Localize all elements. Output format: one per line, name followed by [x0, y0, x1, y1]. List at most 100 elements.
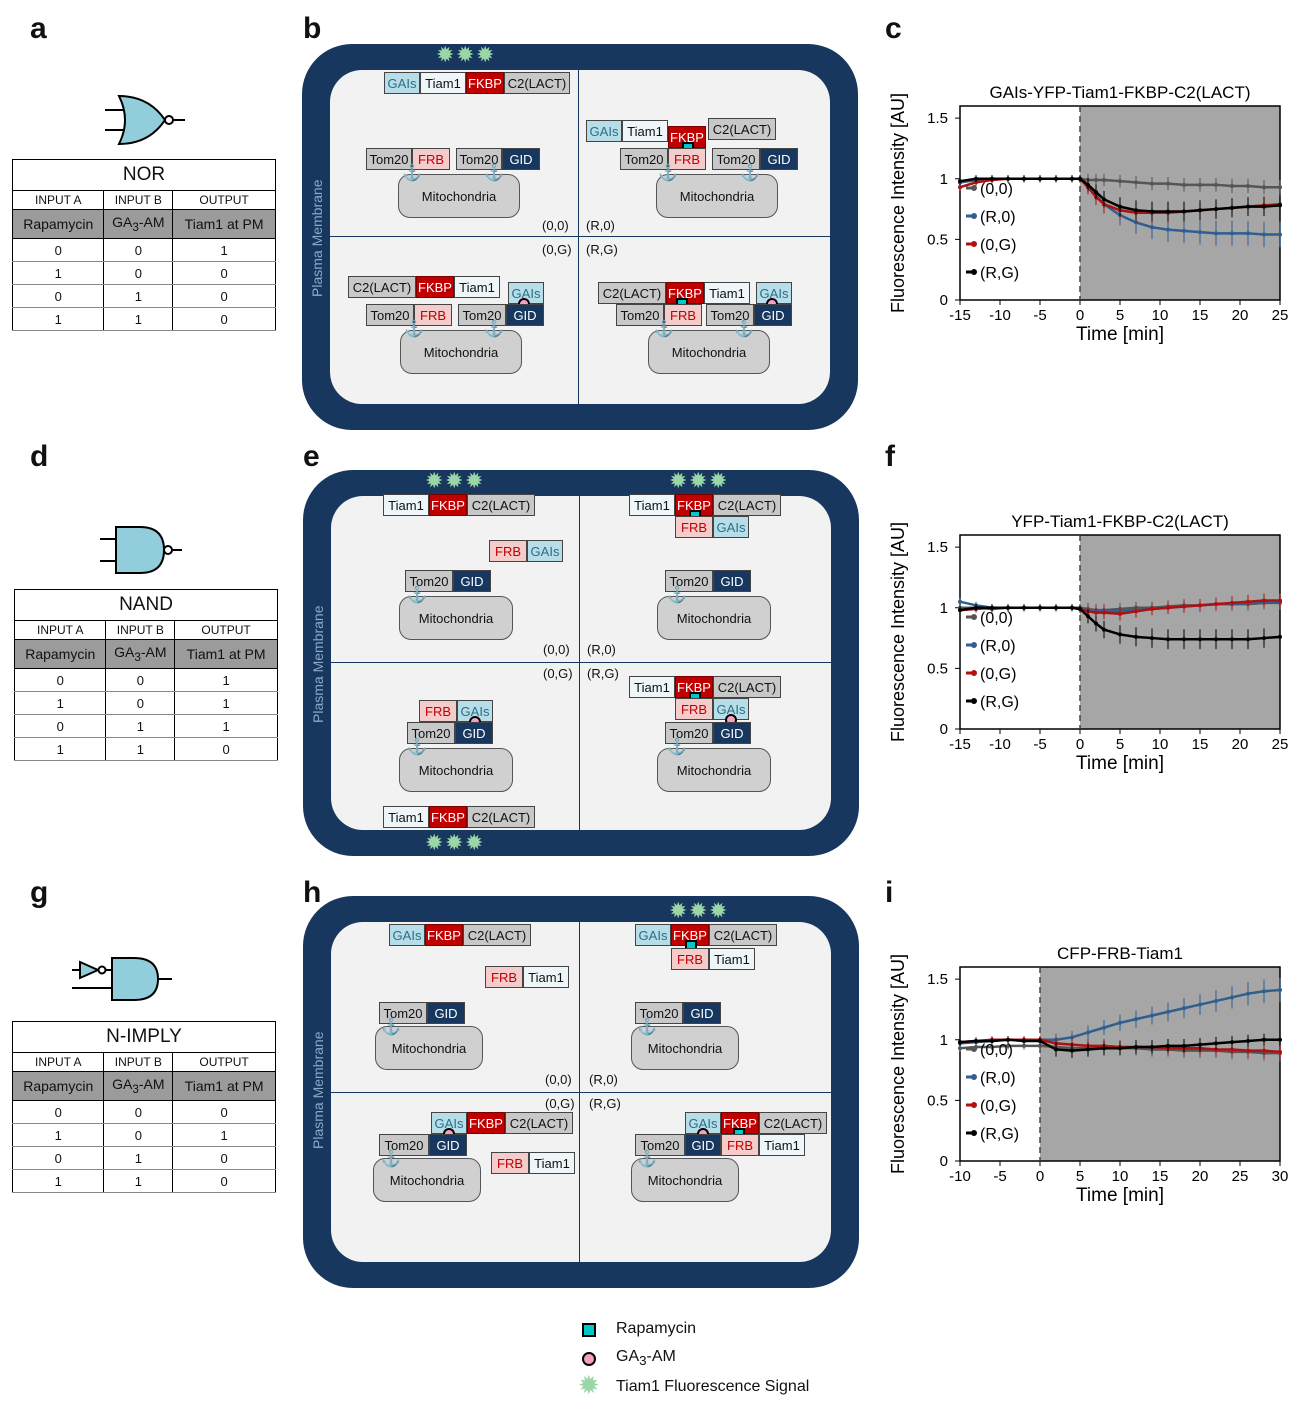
- mitochondria-label: Mitochondria: [418, 763, 494, 778]
- x-tick-label: 0: [1076, 307, 1084, 324]
- fkbp-box: FKBP: [416, 276, 454, 298]
- data-point: [1134, 634, 1138, 639]
- table-cell: 0: [172, 284, 276, 308]
- tom20-box: Tom20: [706, 304, 754, 326]
- panel-letter-b: b: [303, 12, 322, 45]
- y-axis-label: Fluorescence Intensity [AU]: [888, 954, 908, 1174]
- data-point: [1278, 185, 1282, 190]
- header-input-b: INPUT B: [105, 620, 176, 640]
- data-point: [1230, 205, 1234, 210]
- legend-label: (0,G): [980, 666, 1016, 683]
- data-point: [1262, 1037, 1266, 1042]
- data-point: [1038, 176, 1042, 181]
- mitochondria-label: Mitochondria: [647, 1173, 723, 1188]
- anchor-icon: ⚓: [381, 1151, 401, 1168]
- data-point: [1230, 231, 1234, 236]
- y-tick-label: 0.5: [927, 660, 948, 677]
- legend-marker: [971, 1130, 977, 1136]
- data-point: [1198, 603, 1202, 608]
- sub-ga3: GA3-AM: [103, 1071, 174, 1101]
- legend-signal: Tiam1 Fluorescence Signal: [616, 1378, 810, 1395]
- anchor-icon: ⚓: [667, 587, 687, 604]
- table-cell: 0: [11, 284, 105, 308]
- table-cell: 1: [103, 307, 174, 331]
- mitochondria: Mitochondria: [631, 1158, 739, 1202]
- x-tick-label: -5: [1033, 307, 1046, 324]
- data-point: [1022, 1043, 1026, 1048]
- star-icon: ✹: [425, 468, 444, 493]
- cell-diagram-e: Plasma Membrane (0,0) (R,0) (0,G) (R,G) …: [303, 470, 859, 856]
- chart-title: CFP-FRB-Tiam1: [1057, 944, 1183, 963]
- data-point: [1038, 1038, 1042, 1043]
- data-point: [1134, 609, 1138, 614]
- data-point: [1094, 610, 1098, 615]
- frb-box: FRB: [489, 540, 527, 562]
- data-point: [1214, 637, 1218, 642]
- table-cell: 1: [103, 1169, 174, 1193]
- table-cell: 0: [103, 238, 174, 262]
- table-cell: 0: [105, 691, 176, 715]
- data-point: [990, 1038, 994, 1043]
- shaded-region: [1040, 967, 1280, 1161]
- mitochondria: Mitochondria: [657, 596, 771, 640]
- gid-box: GID: [429, 1134, 467, 1156]
- table-cell: 1: [103, 284, 174, 308]
- table-cell: 0: [172, 1169, 276, 1193]
- gid-box: GID: [502, 148, 540, 170]
- c2-box: C2(LACT): [504, 72, 570, 94]
- panel-letter-h: h: [303, 876, 322, 909]
- legend-label: (0,G): [980, 1098, 1016, 1115]
- fkbp-box: FKBP: [429, 494, 467, 516]
- mitochondria-label: Mitochondria: [679, 189, 755, 204]
- quadrant-label: (R,G): [587, 666, 619, 681]
- table-cell: 1: [174, 668, 278, 692]
- data-point: [1102, 197, 1106, 202]
- gais-box: GAIs: [713, 516, 749, 538]
- data-point: [1078, 606, 1082, 611]
- data-point: [1086, 614, 1090, 619]
- legend-marker: [971, 1102, 977, 1108]
- table-cell: 1: [105, 737, 176, 761]
- fkbp-box: FKBP: [466, 72, 504, 94]
- data-point: [1230, 600, 1234, 605]
- sub-output: Tiam1 at PM: [172, 209, 276, 239]
- gate-name: N-IMPLY: [12, 1021, 276, 1053]
- quadrant-label: (0,G): [542, 242, 572, 257]
- tom20-box: Tom20: [379, 1134, 429, 1156]
- legend-marker: [971, 642, 977, 648]
- y-tick-label: 0.5: [927, 231, 948, 248]
- data-point: [1246, 1038, 1250, 1043]
- frb-box: FRB: [675, 516, 713, 538]
- tom20-box: Tom20: [665, 722, 713, 744]
- x-tick-label: -10: [989, 736, 1011, 753]
- nand-gate-icon: [100, 526, 182, 574]
- star-icon: ✹: [456, 42, 475, 67]
- data-point: [1246, 231, 1250, 236]
- frb-box: FRB: [671, 948, 709, 970]
- c2-box: C2(LACT): [463, 924, 531, 946]
- data-point: [974, 1038, 978, 1043]
- x-tick-label: 20: [1192, 1168, 1209, 1185]
- c2-box: C2(LACT): [713, 494, 781, 516]
- table-cell: 1: [174, 714, 278, 738]
- header-output: OUTPUT: [172, 1052, 276, 1072]
- mitochondria: Mitochondria: [631, 1026, 739, 1070]
- y-tick-label: 1: [940, 1032, 948, 1049]
- gid-box: GID: [713, 570, 751, 592]
- data-point: [1134, 1017, 1138, 1022]
- gid-box: GID: [683, 1002, 721, 1024]
- data-point: [1134, 180, 1138, 185]
- quadrant-label: (R,0): [586, 218, 615, 233]
- table-cell: 0: [11, 238, 105, 262]
- gid-box: GID: [453, 570, 491, 592]
- data-point: [1214, 207, 1218, 212]
- panel-letter-i: i: [885, 876, 894, 909]
- tiam1-box: Tiam1: [629, 494, 675, 516]
- data-point: [1150, 209, 1154, 214]
- data-point: [1182, 209, 1186, 214]
- x-tick-label: -5: [993, 1168, 1006, 1185]
- data-point: [1022, 1038, 1026, 1043]
- mitochondria: Mitochondria: [400, 330, 522, 374]
- data-point: [1230, 995, 1234, 1000]
- gais-box: GAIs: [635, 924, 671, 946]
